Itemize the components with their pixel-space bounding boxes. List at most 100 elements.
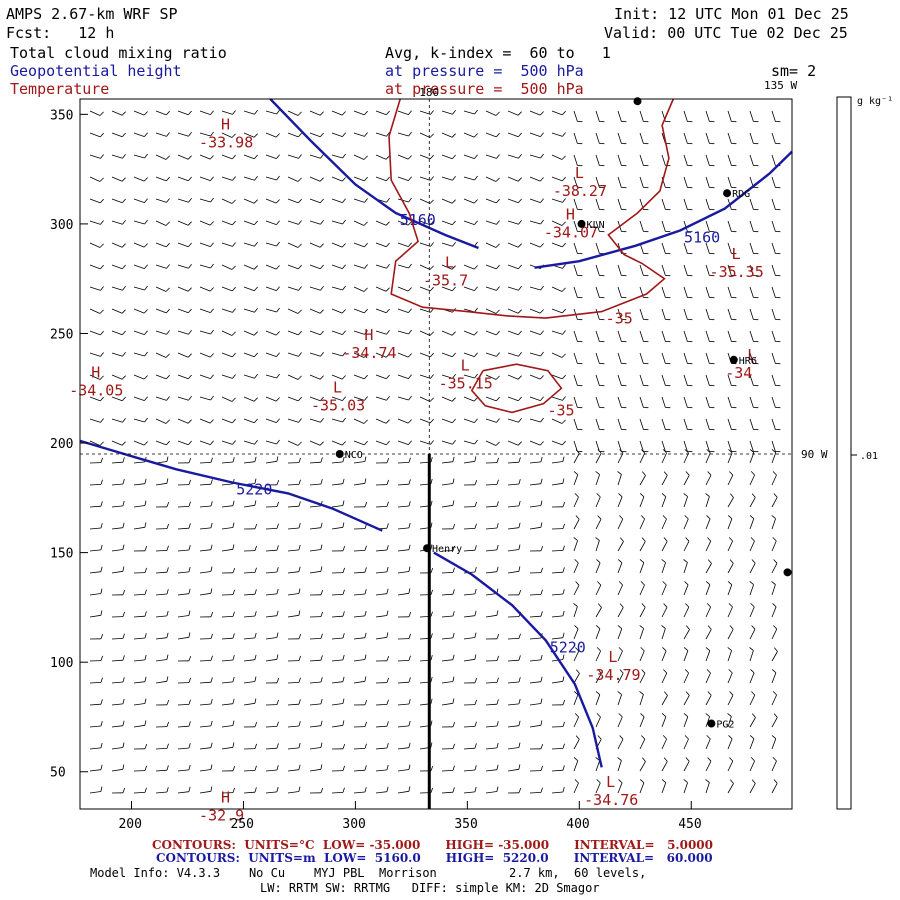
wind-barb bbox=[397, 197, 412, 203]
wind-barb bbox=[639, 757, 646, 772]
wind-barb bbox=[551, 765, 565, 772]
wind-barb bbox=[199, 220, 214, 226]
wind-barb bbox=[749, 515, 755, 530]
wind-barb bbox=[507, 220, 522, 225]
wind-barb bbox=[551, 242, 566, 248]
wind-barb bbox=[463, 743, 477, 750]
wind-barb bbox=[309, 242, 324, 248]
wind-barb bbox=[441, 176, 456, 181]
geopotential-contour-label: 5220 bbox=[550, 638, 586, 656]
x-tick-label: 200 bbox=[118, 817, 141, 832]
wind-barb bbox=[617, 132, 627, 145]
wind-barb bbox=[683, 559, 688, 574]
wind-barb bbox=[551, 721, 565, 728]
wind-barb bbox=[463, 286, 478, 291]
wind-barb bbox=[89, 242, 104, 248]
wind-barb bbox=[221, 457, 235, 464]
wind-barb bbox=[507, 787, 522, 794]
station-label: NCO bbox=[345, 450, 363, 461]
wind-barb bbox=[243, 220, 258, 226]
wind-barb bbox=[705, 559, 712, 574]
wind-barb bbox=[221, 352, 236, 358]
wind-barb bbox=[89, 374, 104, 380]
wind-barb bbox=[485, 566, 499, 574]
wind-barb bbox=[265, 109, 280, 115]
wind-barb bbox=[287, 786, 301, 794]
wind-barb bbox=[243, 698, 257, 706]
wind-barb bbox=[683, 264, 693, 277]
wind-barb bbox=[265, 786, 279, 794]
wind-barb bbox=[199, 418, 214, 424]
wind-barb bbox=[573, 132, 583, 145]
wind-barb bbox=[243, 743, 257, 750]
wind-barb bbox=[221, 154, 236, 160]
wind-barb bbox=[353, 589, 367, 596]
wind-barb bbox=[771, 757, 777, 772]
wind-barb bbox=[265, 721, 279, 728]
wind-barb bbox=[749, 242, 759, 255]
wind-barb bbox=[771, 440, 781, 453]
wind-barb bbox=[309, 611, 323, 618]
y-tick-label: 250 bbox=[50, 327, 73, 342]
wind-barb bbox=[177, 308, 192, 314]
wind-barb bbox=[133, 110, 148, 116]
wind-barb bbox=[375, 220, 390, 226]
wind-barb bbox=[221, 567, 236, 574]
wind-barb bbox=[727, 691, 734, 706]
wind-barb bbox=[463, 786, 477, 794]
wind-barb bbox=[771, 132, 781, 145]
wind-barb bbox=[309, 698, 323, 706]
wind-barb bbox=[705, 418, 715, 431]
wind-barb bbox=[463, 632, 477, 640]
wind-barb bbox=[243, 500, 257, 508]
wind-barb bbox=[683, 154, 693, 167]
wind-barb bbox=[243, 176, 258, 181]
wind-barb bbox=[573, 471, 579, 486]
wind-barb bbox=[529, 456, 543, 464]
wind-barb bbox=[617, 581, 623, 596]
wind-barb bbox=[639, 537, 646, 552]
wind-barb bbox=[617, 515, 624, 530]
wind-barb bbox=[199, 522, 213, 530]
wind-barb bbox=[397, 374, 412, 379]
wind-barb bbox=[199, 699, 213, 706]
wind-barb bbox=[353, 787, 367, 794]
wind-barb bbox=[463, 654, 477, 662]
wind-barb bbox=[727, 559, 734, 574]
wind-barb bbox=[507, 330, 522, 336]
field-cloud-label: Total cloud mixing ratio bbox=[10, 44, 227, 62]
wind-barb bbox=[89, 132, 104, 138]
wind-barb bbox=[309, 176, 324, 182]
wind-barb bbox=[155, 374, 170, 380]
wind-barb bbox=[749, 493, 756, 508]
wind-barb bbox=[595, 286, 605, 299]
wind-barb bbox=[683, 176, 693, 189]
wind-barb bbox=[661, 537, 668, 552]
wind-barb bbox=[265, 501, 279, 508]
wind-barb bbox=[507, 264, 522, 270]
wind-barb bbox=[331, 567, 345, 574]
wind-barb bbox=[573, 493, 579, 508]
wind-barb bbox=[199, 457, 213, 464]
wind-barb bbox=[595, 396, 605, 409]
wind-barb bbox=[177, 786, 191, 794]
wind-barb bbox=[573, 779, 579, 794]
wind-barb bbox=[463, 699, 477, 706]
wind-barb bbox=[529, 285, 544, 291]
wind-barb bbox=[309, 633, 323, 640]
wind-barb bbox=[133, 545, 148, 552]
wind-barb bbox=[177, 721, 191, 728]
geopotential-contour-line bbox=[269, 98, 479, 250]
wind-barb bbox=[661, 713, 667, 728]
wind-barb bbox=[397, 611, 412, 618]
wind-barb bbox=[111, 566, 125, 574]
wind-barb bbox=[199, 110, 214, 115]
wind-barb bbox=[155, 176, 170, 182]
wind-barb bbox=[617, 264, 627, 277]
wind-barb bbox=[771, 581, 776, 596]
wind-barb bbox=[727, 242, 737, 255]
wind-barb bbox=[529, 417, 544, 423]
wind-barb bbox=[397, 720, 411, 728]
wind-barb bbox=[375, 132, 390, 137]
wind-barb bbox=[507, 308, 522, 314]
